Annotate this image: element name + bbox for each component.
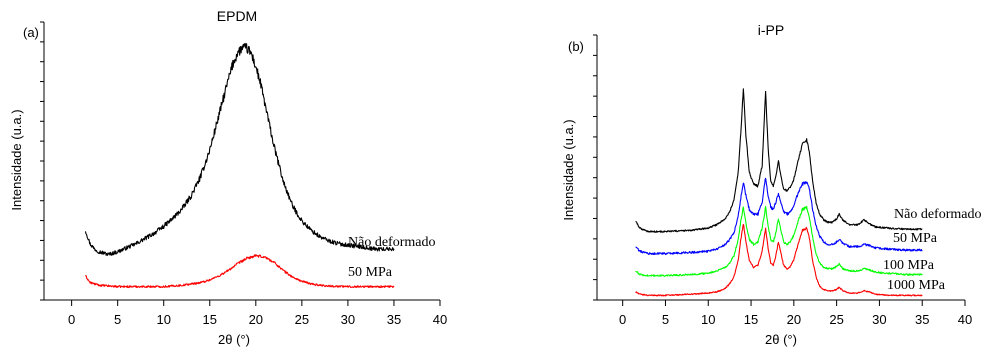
panel-b-x-tick-label: 25 <box>829 312 843 327</box>
panel-b-label-1000mpa: 1000 MPa <box>887 278 946 293</box>
panel-b-x-tick-label: 40 <box>958 312 972 327</box>
panel-a-x-ticks: 0 5 10 15 20 25 30 35 40 <box>68 300 447 327</box>
panel-b-y-ticks <box>593 34 597 301</box>
panel-a-x-tick-label: 25 <box>295 312 309 327</box>
panel-a: (a) EPDM 0 5 10 15 20 25 30 35 40 Não deformado … <box>9 8 447 347</box>
panel-a-y-axis-label: Intensidade (u.a.) <box>9 109 24 210</box>
panel-b-x-ticks: 0 5 10 15 20 25 30 35 40 <box>619 300 972 327</box>
panel-a-label: (a) <box>23 25 39 40</box>
panel-b-label-100mpa: 100 MPa <box>883 258 935 273</box>
panel-b-x-tick-label: 15 <box>744 312 758 327</box>
panel-a-title: EPDM <box>217 8 257 24</box>
panel-b-label: (b) <box>568 39 584 54</box>
panel-a-series-nao-deformado <box>84 42 395 256</box>
panel-a-x-tick-label: 0 <box>68 312 75 327</box>
panel-b-x-axis-label: 2θ (°) <box>765 332 797 347</box>
panel-a-x-tick-label: 10 <box>156 312 170 327</box>
panel-b-x-tick-label: 0 <box>619 312 626 327</box>
panel-b-label-50mpa: 50 MPa <box>893 231 938 246</box>
panel-a-label-50mpa: 50 MPa <box>348 265 393 280</box>
panel-a-label-nao-deformado: Não deformado <box>348 235 435 250</box>
panel-b-series-50-mpa <box>635 177 923 256</box>
panel-a-x-axis-label: 2θ (°) <box>218 332 250 347</box>
panel-b-x-tick-label: 20 <box>787 312 801 327</box>
panel-b-label-nao-deformado: Não deformado <box>894 207 981 222</box>
panel-a-x-tick-label: 35 <box>387 312 401 327</box>
panel-a-x-tick-label: 5 <box>114 312 121 327</box>
panel-b-x-tick-label: 35 <box>915 312 929 327</box>
panel-b-series-1000-mpa <box>635 223 923 297</box>
panel-b-series-100-mpa <box>635 205 923 277</box>
panel-a-series <box>84 42 395 289</box>
panel-b-series-nao-deformado <box>635 88 923 233</box>
panel-b-x-tick-label: 10 <box>701 312 715 327</box>
panel-b-x-tick-label: 5 <box>662 312 669 327</box>
panel-a-x-tick-label: 20 <box>249 312 263 327</box>
panel-a-x-tick-label: 30 <box>341 312 355 327</box>
panel-a-series-50-mpa <box>84 254 395 289</box>
panel-b-series <box>635 88 923 297</box>
panel-b-title: i-PP <box>758 22 784 38</box>
panel-a-y-ticks <box>40 21 44 301</box>
panel-b-x-tick-label: 30 <box>872 312 886 327</box>
panel-a-x-tick-label: 40 <box>433 312 447 327</box>
panel-b-y-axis-label: Intensidade (u.a.) <box>561 119 576 220</box>
panel-b: (b) i-PP 0 5 10 15 20 25 30 35 40 Não deformado … <box>561 22 981 347</box>
panel-a-x-tick-label: 15 <box>203 312 217 327</box>
